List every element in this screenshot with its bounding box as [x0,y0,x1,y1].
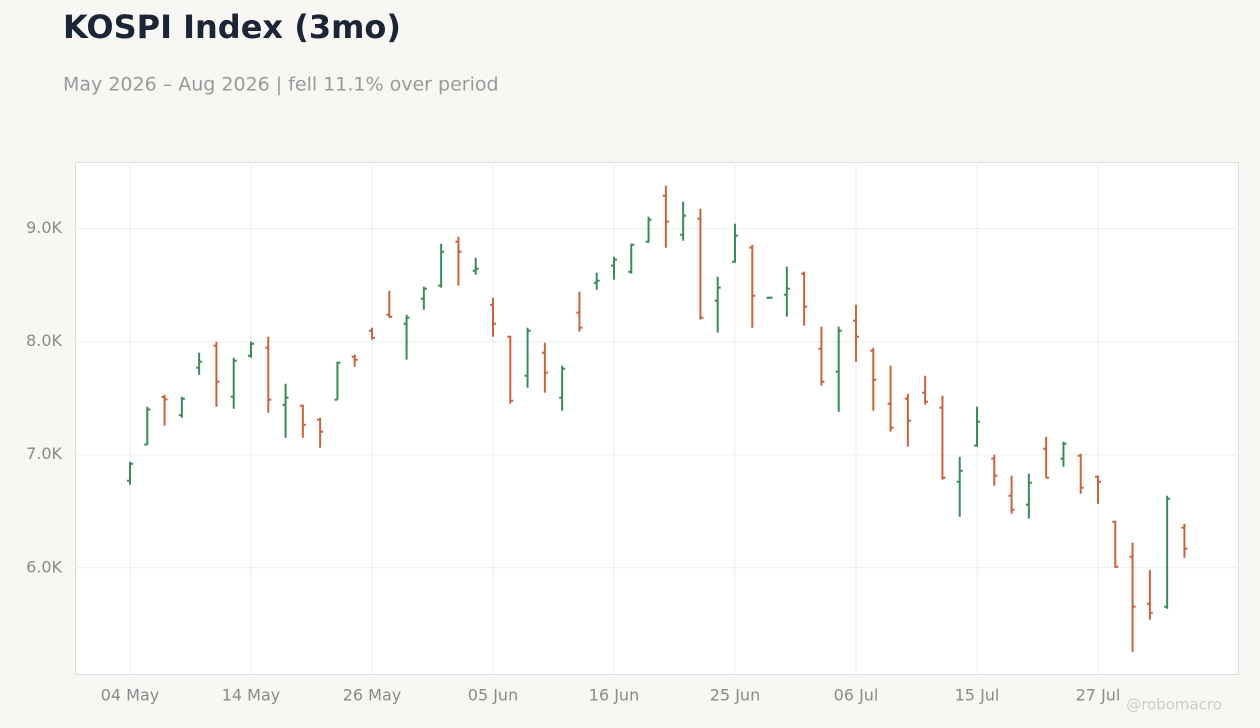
x-tick-label: 06 Jul [834,686,879,705]
y-tick-label: 8.0K [26,331,62,350]
x-tick-label: 14 May [222,686,281,705]
x-tick-label: 16 Jun [589,686,639,705]
x-tick-label: 05 Jun [468,686,518,705]
watermark: @robomacro [1126,696,1222,714]
x-tick-label: 27 Jul [1076,686,1121,705]
y-tick-label: 9.0K [26,218,62,237]
y-tick-label: 6.0K [26,557,62,576]
plot-area [75,162,1239,675]
x-tick-label: 25 Jun [710,686,760,705]
chart-title: KOSPI Index (3mo) [63,8,401,46]
y-tick-label: 7.0K [26,444,62,463]
chart-subtitle: May 2026 – Aug 2026 | fell 11.1% over pe… [63,74,499,96]
x-tick-label: 15 Jul [955,686,1000,705]
x-tick-label: 26 May [343,686,402,705]
x-tick-label: 04 May [101,686,160,705]
